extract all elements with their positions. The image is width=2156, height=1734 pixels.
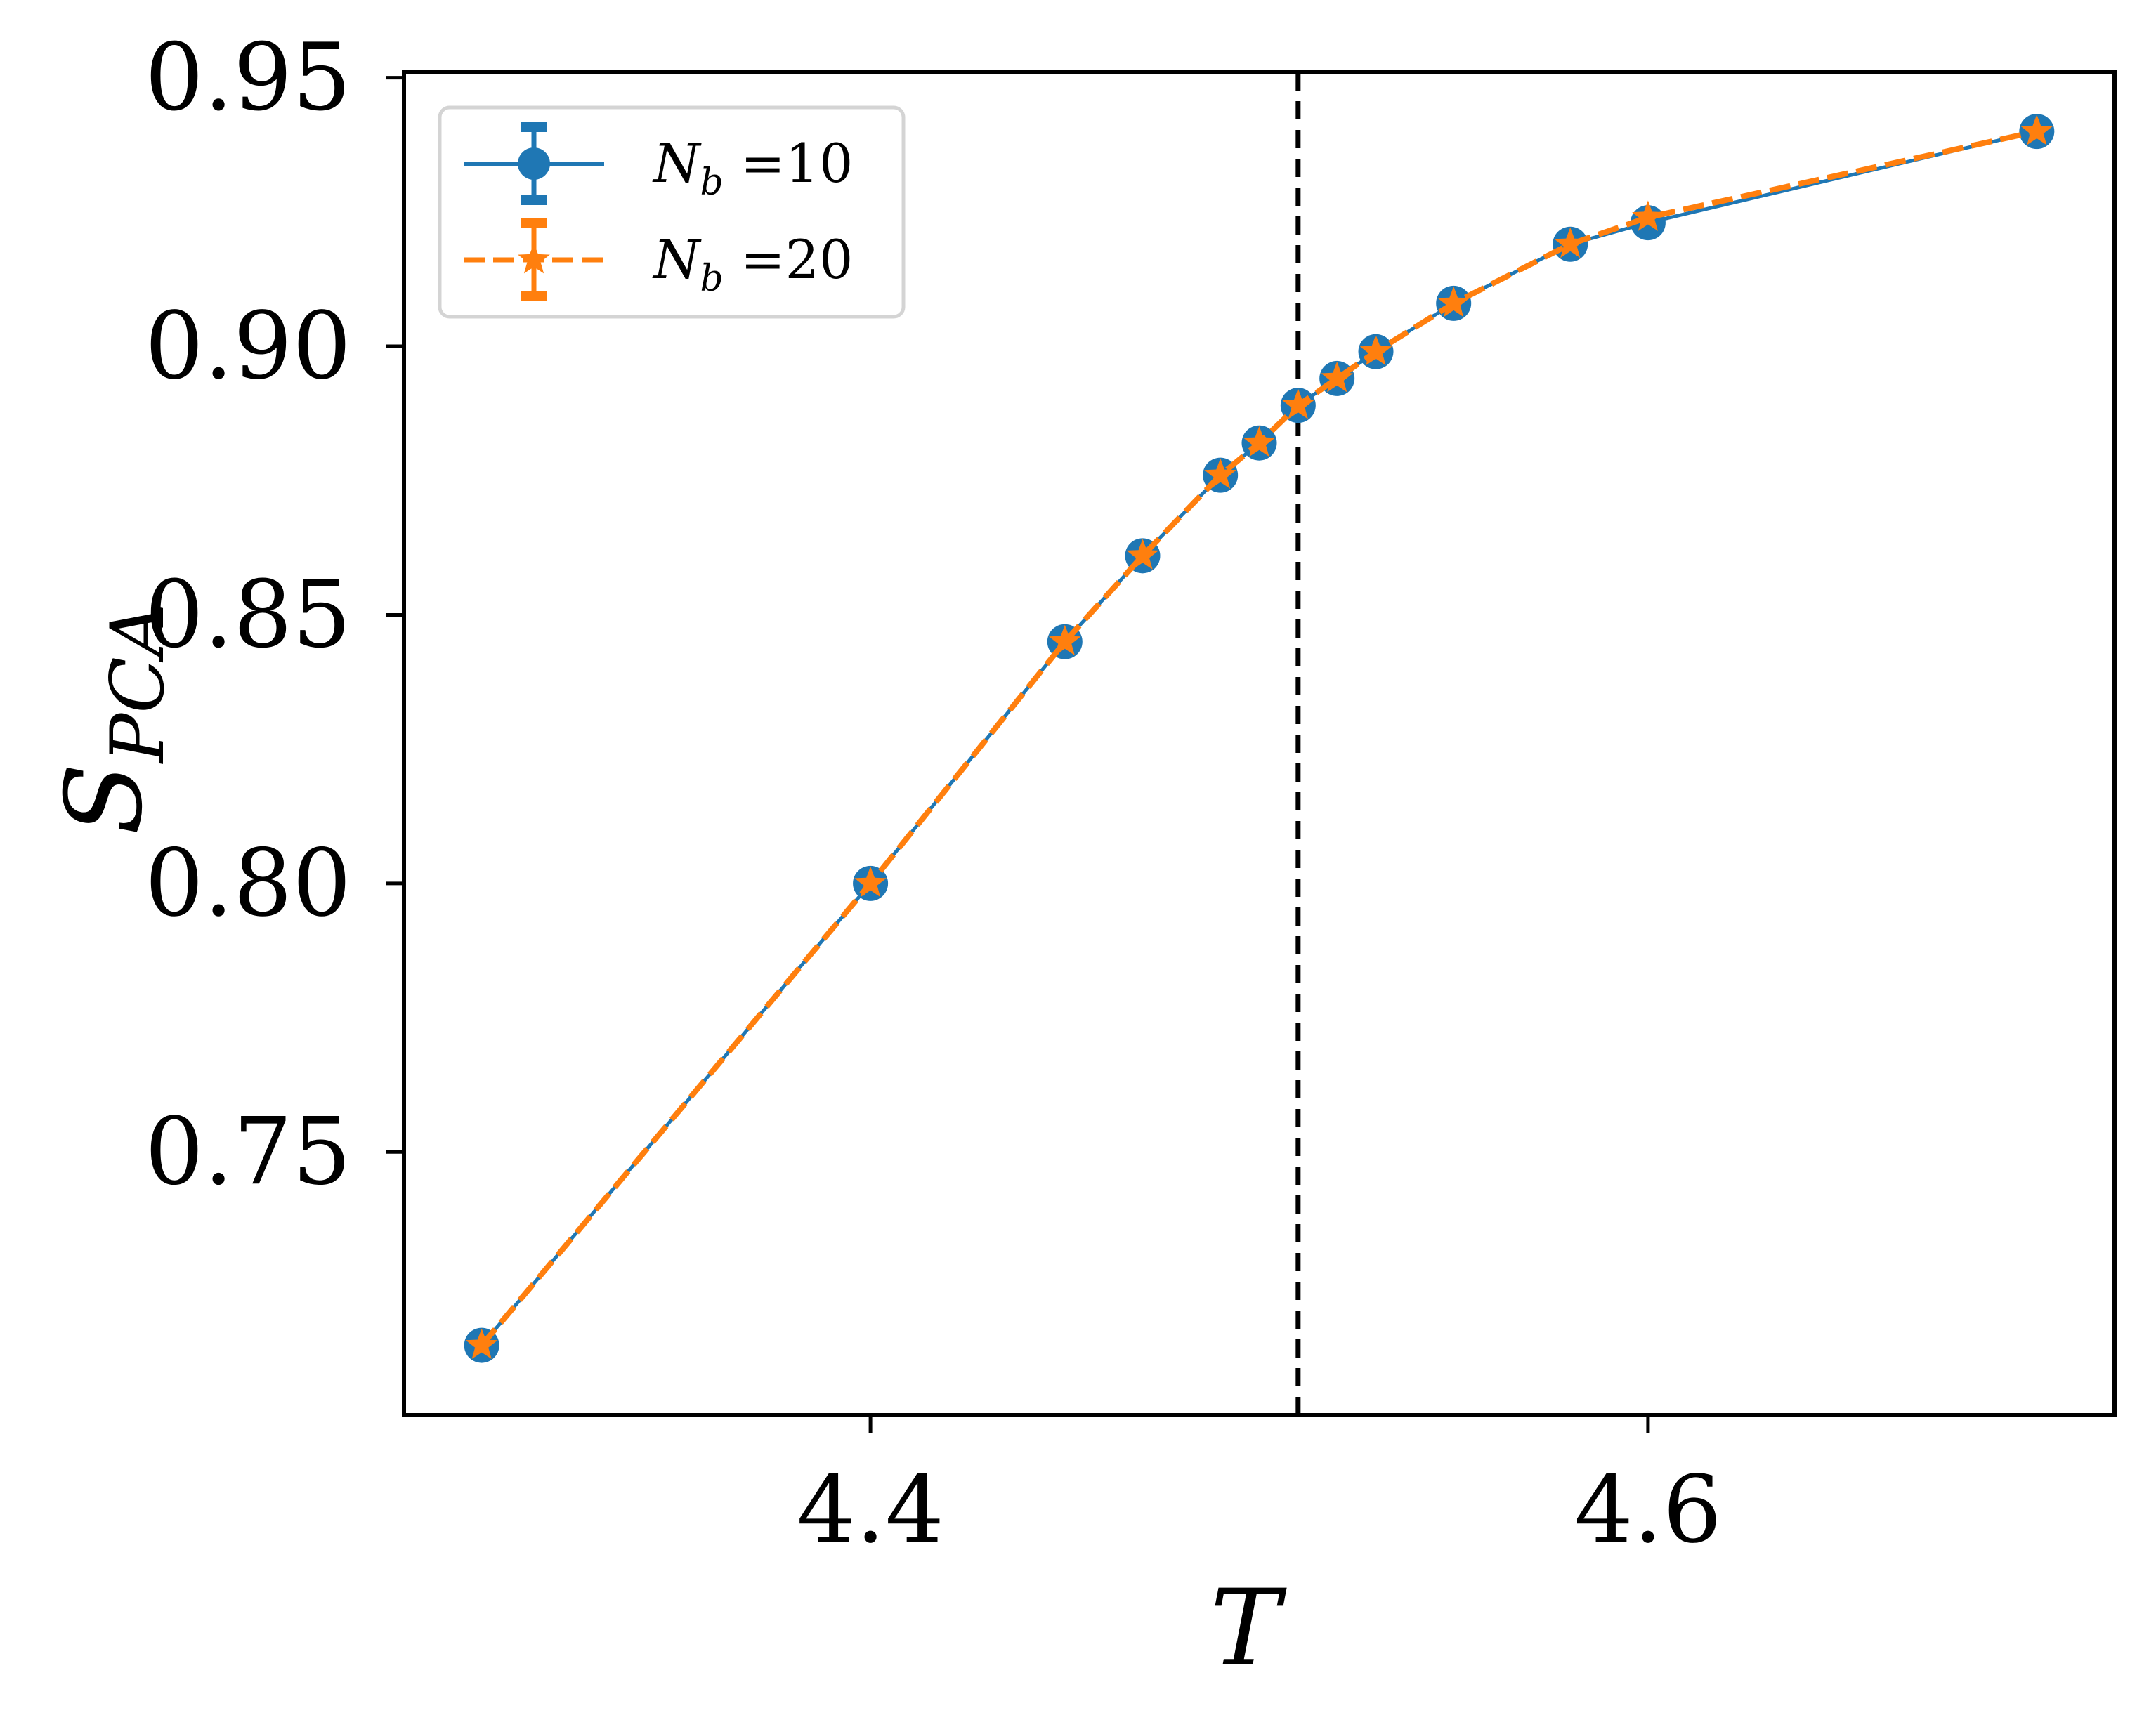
legend-label-value: =10 <box>724 132 854 195</box>
data-point <box>854 866 887 898</box>
legend-label-main: N <box>652 228 702 291</box>
y-axis-title: SPCA <box>44 603 181 835</box>
data-point <box>1632 200 1664 231</box>
y-tick-label: 0.80 <box>145 829 351 938</box>
legend-label: Nb =10 <box>652 132 853 204</box>
y-axis-title-sub: PCA <box>95 603 181 764</box>
legend-label-sub: b <box>700 162 724 204</box>
series-layer <box>464 114 2055 1363</box>
data-point <box>1437 286 1470 317</box>
legend-item-1: Nb =10 <box>464 122 853 205</box>
y-tick-label: 0.85 <box>145 560 351 669</box>
x-axis-title: T <box>1210 1568 1287 1690</box>
legend-box <box>438 105 906 319</box>
y-tick-label: 0.90 <box>145 292 351 400</box>
data-point <box>1321 361 1353 393</box>
data-point <box>1359 334 1392 366</box>
x-tick-label: 4.6 <box>1574 1456 1722 1564</box>
legend-label-sub: b <box>700 258 724 300</box>
legend-marker <box>518 243 550 274</box>
legend-label-value: =20 <box>724 228 854 291</box>
legend-label-main: N <box>652 132 702 195</box>
data-point <box>465 1328 498 1359</box>
legend-label: Nb =20 <box>652 228 853 300</box>
data-point <box>1049 624 1081 656</box>
x-tick-label: 4.4 <box>797 1456 944 1564</box>
axis-ticks: 4.4 4.6 0.75 0.80 0.85 0.90 0.95 <box>145 24 1722 1564</box>
y-tick-label: 0.95 <box>145 24 351 132</box>
data-point <box>2020 114 2053 145</box>
data-point <box>1282 388 1314 419</box>
data-point <box>1126 539 1159 570</box>
svg-text:SPCA: SPCA <box>44 603 181 835</box>
data-point <box>1554 227 1587 258</box>
data-point <box>1243 426 1276 457</box>
legend-marker <box>518 147 550 180</box>
y-axis-title-main: S <box>44 763 166 835</box>
data-point <box>1204 458 1236 489</box>
series-2 <box>465 114 2053 1359</box>
axes-frame <box>402 70 2117 1417</box>
legend-item-2: Nb =20 <box>464 218 853 301</box>
y-tick-label: 0.75 <box>145 1098 351 1206</box>
